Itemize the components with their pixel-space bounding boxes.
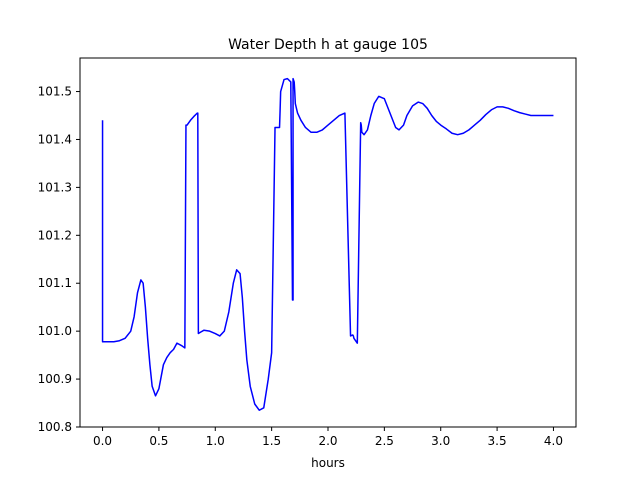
y-tick-label: 101.5 (38, 85, 72, 99)
x-tick-label: 2.0 (318, 434, 337, 448)
plot-frame (79, 57, 577, 428)
y-tick-label: 101.4 (38, 132, 72, 146)
x-tick-label: 0.5 (149, 434, 168, 448)
x-axis-label: hours (311, 456, 345, 470)
y-tick-label: 101.2 (38, 228, 72, 242)
y-tick-label: 101.1 (38, 276, 72, 290)
ticks-layer: 0.0 0.5 1.0 1.5 2.0 2.5 3.0 3.5 4.0 100.8 100.9 101… (38, 85, 563, 448)
x-tick-label: 1.0 (206, 434, 225, 448)
chart-title: Water Depth h at gauge 105 (228, 37, 428, 53)
series-layer (101, 77, 554, 411)
y-tick-label: 101.3 (38, 180, 72, 194)
y-tick-label: 100.9 (38, 372, 72, 386)
x-tick-label: 2.5 (375, 434, 394, 448)
y-tick-label: 100.8 (38, 420, 72, 434)
series-line-0 (101, 77, 554, 411)
x-tick-label: 3.0 (431, 434, 450, 448)
x-tick-label: 1.5 (262, 434, 281, 448)
x-tick-label: 3.5 (488, 434, 507, 448)
x-tick-label: 0.0 (93, 434, 112, 448)
x-tick-label: 4.0 (544, 434, 563, 448)
y-tick-label: 101.0 (38, 324, 72, 338)
